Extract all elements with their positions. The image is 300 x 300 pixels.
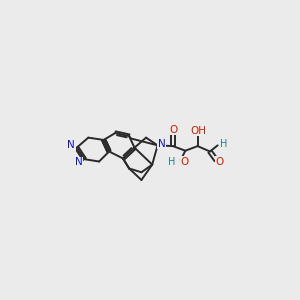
Text: H: H <box>220 139 227 149</box>
Text: N: N <box>68 140 75 150</box>
Text: N: N <box>75 157 83 167</box>
Text: H: H <box>168 157 175 167</box>
Text: O: O <box>169 125 178 135</box>
Text: OH: OH <box>190 126 206 136</box>
Text: N: N <box>158 139 165 149</box>
Text: O: O <box>216 157 224 166</box>
Text: O: O <box>180 157 189 166</box>
